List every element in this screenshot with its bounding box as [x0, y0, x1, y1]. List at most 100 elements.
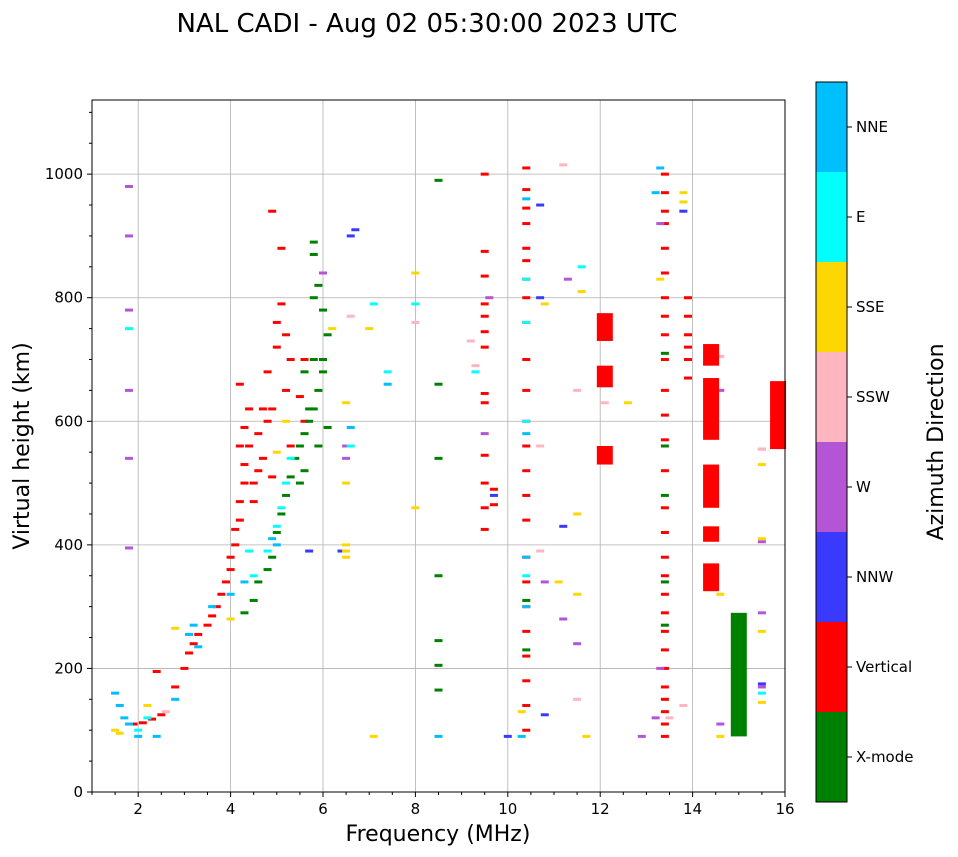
data-point	[554, 580, 563, 584]
data-bar	[770, 381, 787, 450]
data-point	[660, 531, 669, 534]
data-point	[295, 481, 304, 485]
data-point	[559, 524, 568, 528]
data-point	[300, 469, 309, 473]
data-point	[679, 704, 688, 707]
series-nne	[111, 166, 743, 738]
data-bar	[596, 365, 613, 388]
data-point	[716, 722, 725, 726]
data-point	[342, 456, 351, 460]
data-point	[660, 444, 669, 448]
data-point	[249, 481, 258, 485]
data-point	[660, 493, 669, 497]
data-point	[651, 191, 660, 195]
data-point	[208, 605, 217, 609]
data-point	[235, 444, 244, 448]
data-point	[517, 734, 526, 738]
data-point	[240, 481, 249, 485]
data-point	[660, 611, 669, 615]
data-point	[295, 444, 304, 448]
data-point	[757, 447, 766, 451]
data-point	[660, 358, 669, 361]
data-point	[226, 555, 235, 559]
x-tick-label: 12	[591, 800, 610, 818]
data-point	[480, 432, 489, 436]
data-point	[129, 722, 138, 726]
data-point	[660, 555, 669, 559]
data-point	[342, 444, 351, 448]
colorbar-tick-label: NNW	[856, 568, 893, 586]
data-point	[660, 506, 669, 510]
data-point	[245, 407, 254, 411]
data-point	[346, 314, 355, 318]
data-bar	[596, 313, 613, 341]
data-point	[651, 716, 660, 720]
data-point	[305, 407, 314, 411]
data-point	[660, 592, 669, 596]
data-point	[171, 697, 180, 701]
data-point	[522, 206, 531, 210]
x-tick-label: 4	[226, 800, 236, 818]
data-point	[291, 456, 300, 460]
data-point	[522, 574, 531, 578]
data-point	[757, 685, 766, 689]
data-point	[124, 546, 133, 550]
data-point	[573, 642, 582, 646]
data-point	[286, 444, 295, 448]
data-point	[522, 197, 531, 201]
data-point	[282, 333, 291, 337]
data-point	[660, 710, 669, 714]
data-point	[282, 493, 291, 497]
data-point	[411, 320, 420, 324]
data-point	[757, 700, 766, 704]
data-point	[342, 555, 351, 559]
data-point	[231, 543, 240, 547]
data-bar	[703, 344, 720, 366]
data-point	[124, 722, 133, 726]
data-point	[540, 580, 549, 584]
data-point	[434, 639, 443, 643]
data-point	[148, 717, 157, 721]
colorbar-segment	[816, 262, 847, 352]
data-point	[342, 401, 351, 405]
data-point	[536, 444, 545, 448]
y-tick-label: 1000	[45, 165, 83, 183]
colorbar-segment	[816, 172, 847, 262]
data-point	[679, 191, 688, 195]
data-point	[660, 222, 669, 226]
data-bar	[703, 526, 720, 542]
data-point	[282, 419, 291, 423]
data-point	[300, 432, 309, 436]
data-point	[124, 308, 133, 312]
data-point	[235, 382, 244, 386]
series-nnw	[305, 203, 766, 738]
data-point	[660, 629, 669, 633]
data-point	[263, 370, 272, 374]
data-point	[683, 376, 692, 380]
data-point	[660, 246, 669, 250]
data-point	[277, 246, 286, 250]
data-point	[319, 308, 327, 312]
data-point	[249, 574, 258, 578]
data-point	[319, 370, 327, 374]
data-point	[480, 506, 489, 510]
series-vertical	[129, 166, 692, 738]
data-point	[235, 518, 244, 522]
data-point	[522, 277, 531, 281]
data-point	[522, 166, 531, 170]
data-point	[434, 688, 443, 692]
data-point	[716, 734, 725, 738]
data-point	[217, 592, 226, 596]
data-point	[120, 716, 129, 720]
data-point	[480, 249, 489, 253]
data-point	[660, 271, 669, 275]
data-point	[254, 580, 263, 584]
data-point	[263, 549, 272, 553]
data-point	[258, 407, 267, 411]
data-point	[319, 271, 327, 275]
data-point	[115, 704, 124, 707]
x-axis-label: Frequency (MHz)	[346, 822, 531, 847]
data-point	[522, 605, 531, 609]
data-point	[716, 354, 725, 358]
data-point	[683, 358, 692, 361]
